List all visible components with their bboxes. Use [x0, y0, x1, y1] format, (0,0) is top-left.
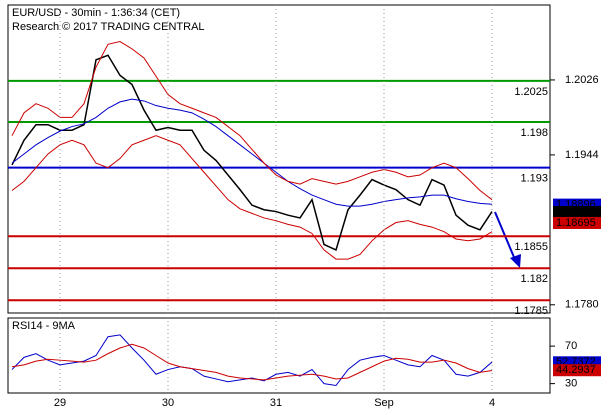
y-tick-label: 1.2026	[565, 74, 599, 86]
series-line	[11, 135, 493, 260]
x-tick-label: 30	[162, 397, 174, 409]
level-label: 1.2025	[514, 86, 548, 98]
level-label: 1.182	[520, 273, 548, 285]
y-tick-label: 1.1780	[565, 299, 599, 311]
main-panel	[7, 4, 551, 314]
y-tick-label: 70	[565, 340, 577, 352]
x-tick-label: 4	[489, 397, 495, 409]
series-line	[11, 343, 493, 381]
series-line	[11, 98, 493, 207]
price-tag	[553, 206, 601, 219]
chart-title: EUR/USD - 30min - 1:36:34 (CET)	[12, 7, 180, 19]
level-label: 1.1855	[514, 241, 548, 253]
x-tick-label: Sep	[374, 397, 394, 409]
arrow-head	[510, 254, 521, 268]
price-tag	[553, 364, 601, 377]
price-tag	[553, 216, 601, 229]
level-label: 1.193	[520, 173, 548, 185]
series-line	[11, 54, 493, 251]
price-tag-label: 1.18695	[556, 217, 596, 229]
series-line	[11, 41, 493, 201]
x-tick-label: 29	[54, 397, 66, 409]
y-tick-label: 1.1944	[565, 149, 599, 161]
level-label: 1.198	[520, 127, 548, 139]
price-tag-label: 44.2937	[556, 364, 596, 376]
x-tick-label: 31	[270, 397, 282, 409]
level-label: 1.1785	[514, 305, 548, 317]
series-line	[11, 334, 493, 387]
y-tick-label: 30	[565, 378, 577, 390]
rsi-panel	[7, 317, 551, 394]
rsi-title: RSI14 - 9MA	[12, 320, 76, 332]
chart-subtitle: Research © 2017 TRADING CENTRAL	[12, 21, 205, 33]
price-tag-label: 1.18815	[556, 206, 596, 218]
